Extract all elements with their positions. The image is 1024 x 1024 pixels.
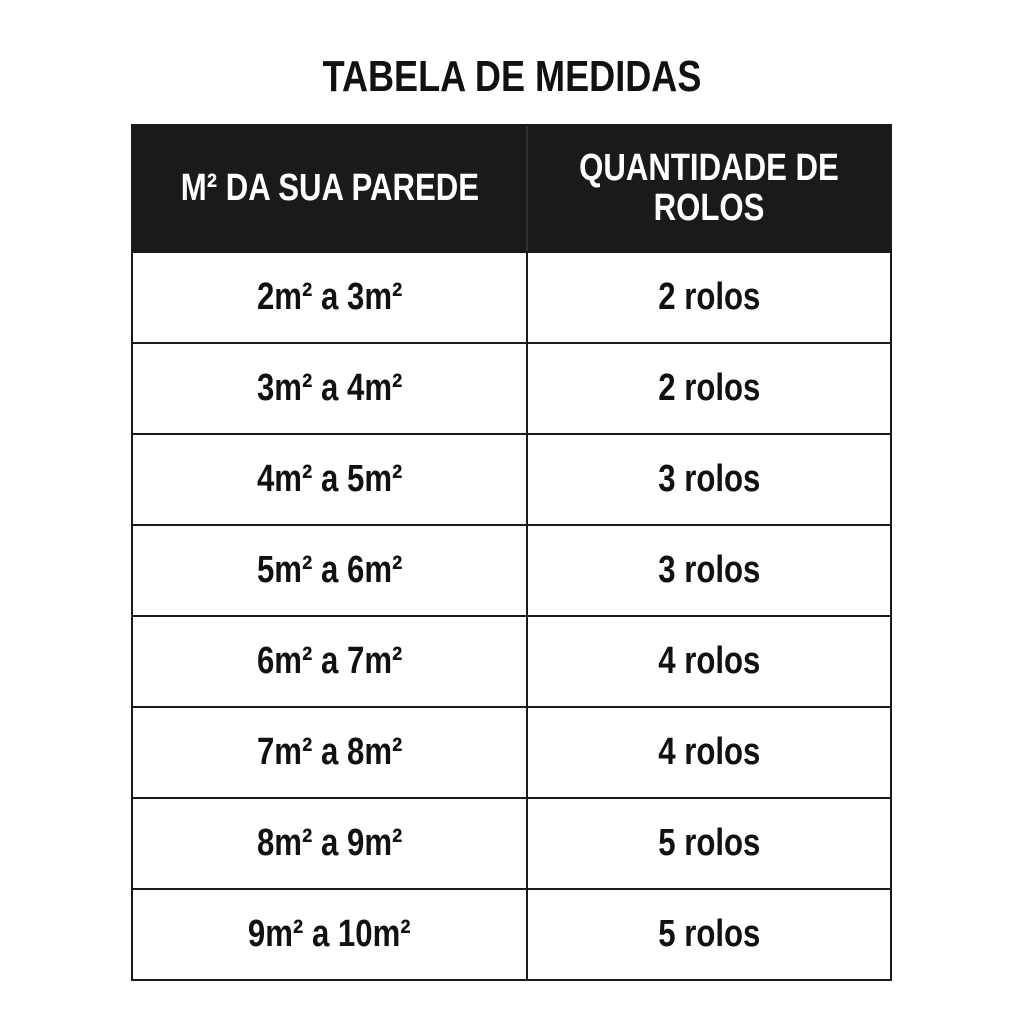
table-row: 4m² a 5m² 3 rolos [133, 433, 890, 524]
header-roll-quantity: QUANTIDADE DE ROLOS [579, 146, 839, 229]
table-row: 2m² a 3m² 2 rolos [133, 251, 890, 342]
table-row: 9m² a 10m² 5 rolos [133, 888, 890, 979]
roll-quantity-cell: 5 rolos [657, 912, 761, 955]
header-wall-area: M² DA SUA PAREDE [133, 126, 528, 251]
wall-area-cell: 2m² a 3m² [133, 253, 528, 342]
roll-quantity-cell: 5 rolos [657, 821, 761, 864]
wall-area-cell: 4m² a 5m² [133, 435, 528, 524]
roll-quantity-cell: 4 rolos [657, 730, 761, 773]
roll-quantity-cell: 2 rolos [657, 366, 761, 409]
roll-quantity-cell: 3 rolos [657, 548, 761, 591]
roll-quantity-cell: 2 rolos [657, 275, 761, 318]
table-header: M² DA SUA PAREDE QUANTIDADE DE ROLOS [133, 126, 890, 251]
wall-area-cell: 6m² a 7m² [133, 617, 528, 706]
table-row: 8m² a 9m² 5 rolos [133, 797, 890, 888]
wall-area-cell: 9m² a 10m² [133, 890, 528, 979]
roll-quantity-cell: 4 rolos [657, 639, 761, 682]
roll-quantity-cell: 3 rolos [657, 457, 761, 500]
table-row: 5m² a 6m² 3 rolos [133, 524, 890, 615]
page-title: TABELA DE MEDIDAS [322, 52, 702, 101]
wall-area-cell: 8m² a 9m² [133, 799, 528, 888]
table-row: 3m² a 4m² 2 rolos [133, 342, 890, 433]
wall-area-cell: 5m² a 6m² [133, 526, 528, 615]
wall-area-cell: 3m² a 4m² [133, 344, 528, 433]
measurements-table: M² DA SUA PAREDE QUANTIDADE DE ROLOS 2m²… [131, 124, 892, 981]
table-row: 7m² a 8m² 4 rolos [133, 706, 890, 797]
table-row: 6m² a 7m² 4 rolos [133, 615, 890, 706]
wall-area-cell: 7m² a 8m² [133, 708, 528, 797]
